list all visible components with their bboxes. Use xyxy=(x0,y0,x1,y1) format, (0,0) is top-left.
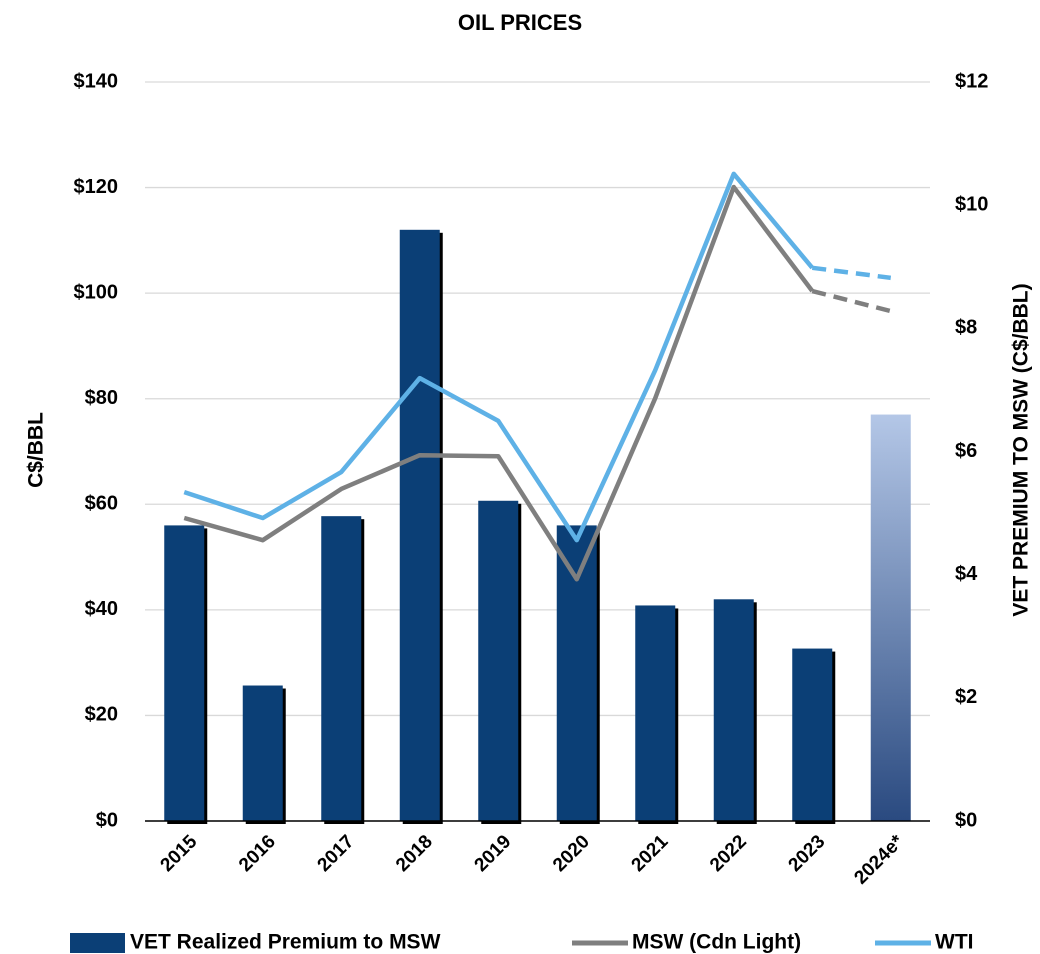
x-tick-label: 2024e* xyxy=(850,831,908,889)
x-tick-label: 2017 xyxy=(314,831,359,876)
bar xyxy=(635,605,676,821)
y-tick-label: $80 xyxy=(85,387,118,409)
y-tick-label: $120 xyxy=(74,176,119,198)
x-tick-label: 2020 xyxy=(549,831,594,876)
x-tick-label: 2016 xyxy=(235,831,280,876)
y2-tick-label: $12 xyxy=(955,70,988,92)
y-tick-label: $20 xyxy=(85,704,118,726)
legend-label: VET Realized Premium to MSW xyxy=(130,931,441,954)
y2-tick-label: $6 xyxy=(955,440,977,462)
y-tick-label: $140 xyxy=(74,70,119,92)
y2-tick-label: $10 xyxy=(955,193,988,215)
line-series-estimate xyxy=(811,265,892,281)
bar xyxy=(164,525,205,821)
x-tick-label: 2023 xyxy=(785,831,830,876)
bar xyxy=(713,599,754,821)
y-tick-label: $60 xyxy=(85,493,118,515)
line-series xyxy=(183,171,814,543)
x-tick-label: 2022 xyxy=(706,831,751,876)
y-tick-label: $40 xyxy=(85,598,118,620)
line-series xyxy=(183,184,815,582)
bar xyxy=(792,648,833,821)
y2-tick-label: $8 xyxy=(955,317,977,339)
y2-tick-label: $4 xyxy=(955,563,978,585)
bar xyxy=(870,414,911,821)
bar xyxy=(321,516,362,821)
bar xyxy=(399,229,440,822)
x-tick-label: 2021 xyxy=(628,831,673,876)
chart-title: OIL PRICES xyxy=(458,10,582,35)
y2-tick-label: $2 xyxy=(955,686,977,708)
y2-axis-label: VET PREMIUM TO MSW (C$/BBL) xyxy=(1010,283,1033,616)
line-series-estimate xyxy=(811,288,892,314)
x-tick-label: 2015 xyxy=(157,831,202,876)
x-tick-label: 2019 xyxy=(471,831,516,876)
bar xyxy=(556,525,597,821)
bar xyxy=(478,500,519,821)
y2-tick-label: $0 xyxy=(955,809,977,831)
bar xyxy=(242,685,283,821)
legend-label: MSW (Cdn Light) xyxy=(632,931,801,954)
legend-label: WTI xyxy=(935,931,973,954)
x-tick-label: 2018 xyxy=(392,831,437,876)
legend-swatch xyxy=(70,933,125,953)
y-tick-label: $100 xyxy=(74,281,119,303)
y-tick-label: $0 xyxy=(96,809,118,831)
y-axis-label: C$/BBL xyxy=(25,412,48,488)
